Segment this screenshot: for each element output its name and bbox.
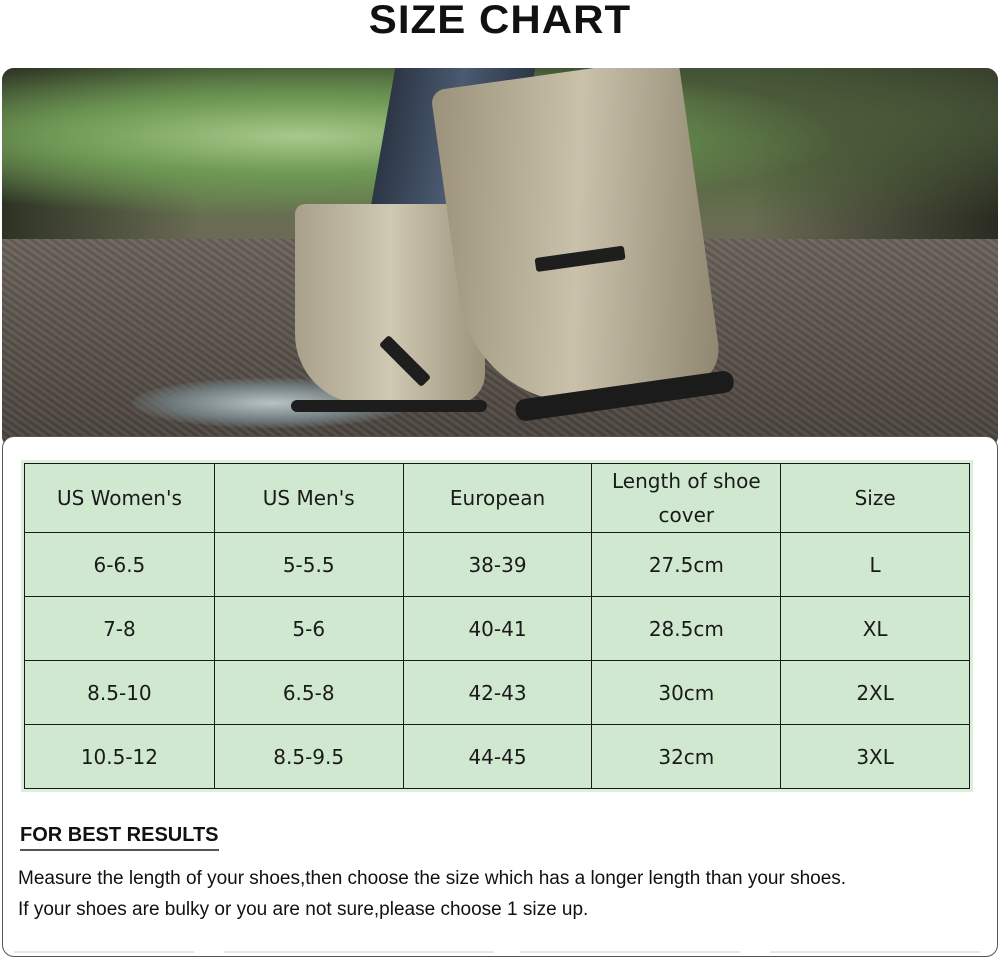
size-table: US Women's US Men's European Length of s… [24,463,970,789]
cell: 44-45 [402,724,593,789]
table-row: 10.5-12 8.5-9.5 44-45 32cm 3XL [24,724,970,789]
header-size: Size [780,463,970,533]
cell: 5-5.5 [213,532,404,597]
header-length: Length of shoe cover [591,463,782,533]
divider [770,951,980,953]
product-photo [2,68,998,448]
cell: 42-43 [402,660,593,725]
cell: L [780,532,970,597]
divider [224,951,494,953]
tips-line-2: If your shoes are bulky or you are not s… [18,899,589,920]
table-row: 8.5-10 6.5-8 42-43 30cm 2XL [24,660,970,725]
cell: 7-8 [24,596,215,661]
cell: 2XL [780,660,970,725]
header-us-women: US Women's [24,463,215,533]
cell: 32cm [591,724,782,789]
cell: 8.5-10 [24,660,215,725]
cell: 5-6 [213,596,404,661]
table-row: 7-8 5-6 40-41 28.5cm XL [24,596,970,661]
cell: 28.5cm [591,596,782,661]
header-us-men: US Men's [213,463,404,533]
page-title: SIZE CHART [368,0,632,42]
cell: 30cm [591,660,782,725]
table-row: 6-6.5 5-5.5 38-39 27.5cm L [24,532,970,597]
cell: 40-41 [402,596,593,661]
cell: XL [780,596,970,661]
table-header-row: US Women's US Men's European Length of s… [24,463,970,533]
velcro-strap [534,245,626,272]
divider [520,951,740,953]
cell: 27.5cm [591,532,782,597]
velcro-strap [378,334,432,388]
cell: 8.5-9.5 [213,724,404,789]
cell: 10.5-12 [24,724,215,789]
cell: 38-39 [402,532,593,597]
tips-heading: FOR BEST RESULTS [20,824,219,851]
divider [14,951,194,953]
tips-line-1: Measure the length of your shoes,then ch… [18,868,847,889]
cell: 6.5-8 [213,660,404,725]
shoe-cover-sole [291,400,487,412]
cell: 3XL [780,724,970,789]
cell: 6-6.5 [24,532,215,597]
header-european: European [402,463,593,533]
